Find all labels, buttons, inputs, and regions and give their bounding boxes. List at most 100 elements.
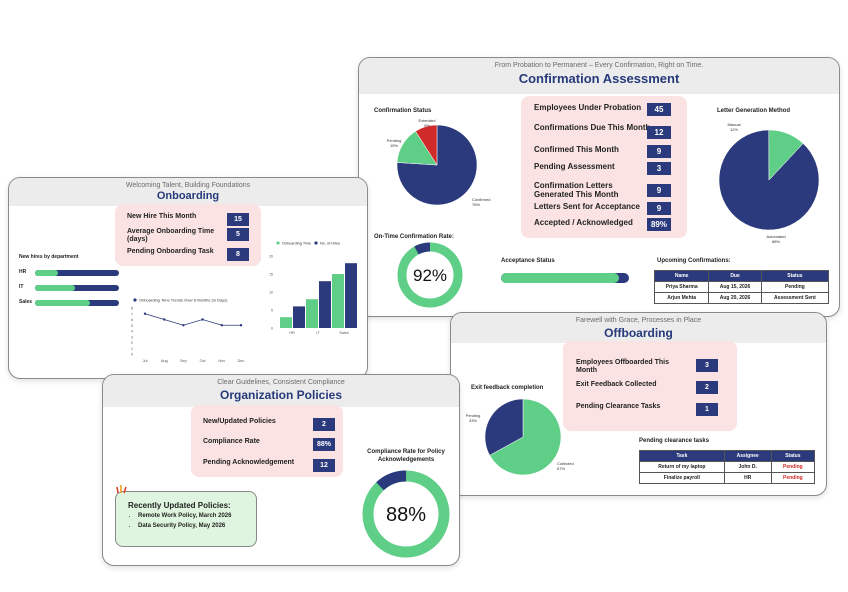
table-header-cell: Status	[760, 270, 830, 282]
kpi-label: New Hire This Month	[127, 213, 197, 220]
bar-legend-dot	[276, 241, 280, 245]
ontime-donut: 92%	[397, 242, 463, 308]
table-header-row: Name Due Status	[653, 270, 830, 282]
bar-ytick: 15	[269, 273, 273, 277]
kpi-value-badge: 5	[227, 228, 249, 241]
offboarding-card: Farewell with Grace, Processes in Place …	[450, 312, 827, 496]
table-row: Arjun Mehta Aug 20, 2026 Assessment Sent	[653, 292, 830, 304]
kpi-value-badge: 89%	[647, 218, 671, 231]
trend-ytick: 8	[131, 307, 133, 311]
donut-value: 92%	[413, 266, 447, 285]
trend-xtick: Nov	[218, 359, 225, 363]
trend-xtick: Sep	[180, 359, 187, 363]
policies-header: Clear Guidelines, Consistent Compliance …	[103, 375, 459, 407]
trend-point	[201, 318, 204, 321]
kpi-label: Pending Acknowledgement	[203, 459, 295, 466]
kpi-value-badge: 2	[696, 381, 718, 394]
exit-feedback-pie: Collected 67% Pending 33%	[466, 398, 574, 476]
dept-bar	[35, 270, 119, 276]
onboarding-card: Welcoming Talent, Building Foundations O…	[8, 177, 368, 379]
dept-bar	[35, 285, 119, 291]
kpi-label: Exit Feedback Collected	[576, 381, 657, 388]
table-cell: Finalize payroll	[639, 472, 725, 484]
kpi-value-badge: 1	[696, 403, 718, 416]
hire-bar	[280, 317, 292, 328]
table-cell: Priya Sharma	[653, 281, 710, 293]
confirmation-card: From Probation to Permanent – Every Conf…	[358, 57, 840, 317]
acceptance-bar	[501, 273, 629, 283]
confirmation-subtitle: From Probation to Permanent – Every Conf…	[494, 62, 704, 69]
offboarding-header: Farewell with Grace, Processes in Place …	[451, 313, 826, 343]
kpi-label: Compliance Rate	[203, 438, 260, 445]
trend-xtick: Jul	[143, 359, 148, 363]
kpi-label: Letters Sent for Acceptance	[534, 202, 640, 211]
dept-title: New hires by department	[19, 254, 79, 260]
table-cell: Aug 15, 2026	[708, 281, 762, 293]
clearance-table: Task Assignee Status Return of my laptop Joh…	[639, 450, 816, 484]
dept-label: HR	[19, 269, 27, 275]
compliance-donut: 88%	[362, 470, 450, 558]
pie-label-extended: Extended 9%	[419, 118, 436, 128]
recent-policy-item: Data Security Policy, May 2026	[138, 521, 231, 531]
confirmation-title: Confirmation Assessment	[518, 71, 680, 86]
acceptance-title: Acceptance Status	[501, 258, 555, 264]
table-cell: Aug 20, 2026	[708, 292, 762, 304]
table-cell: Arjun Mehta	[653, 292, 710, 304]
table-cell: HR	[723, 472, 772, 484]
trend-point	[239, 324, 243, 327]
compliance-title: Compliance Rate for Policy Acknowledgeme…	[367, 449, 445, 463]
upcoming-table: Name Due Status Priya Sharma Aug 15, 2026 Pen…	[653, 270, 830, 304]
onboarding-title: Onboarding	[156, 190, 220, 202]
donut-value: 88%	[386, 504, 426, 526]
kpi-value-badge: 2	[313, 418, 335, 431]
recent-policies-box: Recently Updated Policies: Remote Work P…	[115, 491, 257, 547]
recent-policies-list: Remote Work Policy, March 2026Data Secur…	[116, 511, 231, 531]
kpi-value-badge: 15	[227, 213, 249, 226]
kpi-label: Pending Assessment	[534, 162, 615, 171]
bar-legend-label: No. of Hires	[320, 242, 340, 246]
kpi-label: Accepted / Acknowledged	[534, 218, 633, 227]
trend-ytick: 6	[131, 318, 133, 322]
kpi-label: Confirmations Due This Month	[534, 123, 651, 132]
hire-bar	[293, 306, 305, 328]
confirmation-status-title: Confirmation Status	[374, 108, 432, 114]
table-cell: Pending	[770, 461, 816, 473]
trend-point	[182, 324, 185, 327]
kpi-value-badge: 45	[647, 103, 671, 116]
kpi-value-badge: 3	[696, 359, 718, 372]
confirmation-header: From Probation to Permanent – Every Conf…	[359, 58, 839, 94]
table-header-cell: Due	[708, 270, 762, 282]
policies-subtitle: Clear Guidelines, Consistent Compliance	[217, 379, 345, 386]
dept-bar-fill	[35, 300, 90, 306]
trend-xtick: Dec	[238, 359, 245, 363]
recent-policies-title: Recently Updated Policies:	[128, 501, 231, 510]
trend-ytick: 7	[131, 312, 133, 316]
exit-feedback-title: Exit feedback completion	[471, 385, 544, 391]
trend-ytick: 4	[131, 330, 133, 334]
kpi-label: New/Updated Policies	[203, 418, 276, 425]
kpi-value-badge: 8	[227, 248, 249, 261]
kpi-value-badge: 9	[647, 145, 671, 158]
table-header-cell: Assignee	[723, 450, 772, 462]
dept-bar-fill	[35, 270, 58, 276]
kpi-label: Pending Clearance Tasks	[576, 403, 661, 410]
bar-legend-label: Onboarding Time	[282, 242, 311, 246]
offboarding-title: Offboarding	[604, 326, 673, 340]
pie-label-pending: Pending 33%	[466, 413, 481, 423]
kpi-label: Pending Onboarding Task	[127, 248, 214, 255]
table-header-row: Task Assignee Status	[639, 450, 816, 462]
bar-ytick: 0	[271, 327, 273, 331]
dept-bar	[35, 300, 119, 306]
letter-method-pie: Automated 88% Manual 12%	[718, 122, 820, 243]
kpi-value-badge: 3	[647, 162, 671, 175]
trend-xtick: Oct	[200, 359, 207, 363]
trend-line-chart: Onboarding Time Trends Over 6 Months (in…	[131, 298, 245, 364]
hire-bar	[332, 274, 344, 328]
trend-ytick: 0	[131, 353, 133, 357]
bar-ytick: 5	[271, 309, 273, 313]
trend-legend-dot	[133, 298, 137, 302]
bar-xtick: IT	[316, 331, 320, 335]
kpi-label: Employees Under Probation	[534, 103, 642, 112]
kpi-value-badge: 9	[647, 202, 671, 215]
dept-label: IT	[19, 284, 24, 290]
